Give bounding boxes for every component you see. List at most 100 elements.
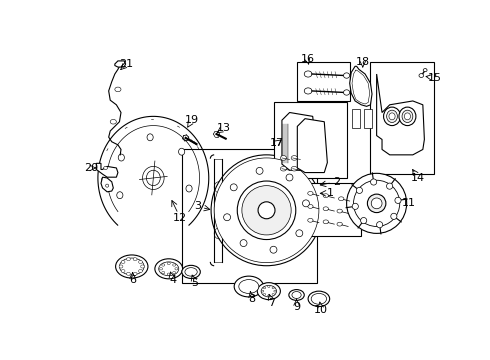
Ellipse shape [239,280,259,293]
Bar [274,103,347,178]
Ellipse shape [126,272,130,275]
Ellipse shape [280,156,287,160]
Bar [297,62,350,101]
Bar [301,183,361,236]
Ellipse shape [389,113,395,120]
Polygon shape [350,66,372,106]
Ellipse shape [117,192,123,199]
Ellipse shape [291,166,297,171]
Ellipse shape [223,214,231,221]
Bar [352,109,360,128]
Ellipse shape [240,240,247,247]
Ellipse shape [214,158,319,263]
Ellipse shape [311,293,326,304]
Ellipse shape [139,270,143,273]
Ellipse shape [256,167,263,174]
Text: 6: 6 [129,275,136,285]
Text: 2: 2 [333,177,340,187]
Ellipse shape [263,287,266,289]
Text: 17: 17 [270,138,284,148]
Ellipse shape [274,290,276,292]
Ellipse shape [263,293,266,295]
Text: 5: 5 [192,278,198,288]
Ellipse shape [308,192,313,195]
Ellipse shape [143,166,164,189]
Polygon shape [282,112,317,170]
Ellipse shape [167,262,171,265]
Text: 20: 20 [84,163,98,173]
Ellipse shape [211,155,322,266]
Ellipse shape [141,265,145,268]
Ellipse shape [399,107,416,126]
Ellipse shape [159,262,179,276]
Text: 14: 14 [411,173,425,183]
Text: 16: 16 [300,54,315,64]
Ellipse shape [356,187,363,193]
Ellipse shape [162,271,165,274]
Text: 8: 8 [248,294,255,304]
Ellipse shape [172,271,176,274]
Ellipse shape [308,204,313,208]
Ellipse shape [162,264,165,266]
Bar [370,62,434,174]
Ellipse shape [237,181,296,239]
Text: 1: 1 [327,188,334,198]
Ellipse shape [258,202,275,219]
Ellipse shape [121,270,125,273]
Ellipse shape [133,272,137,275]
Ellipse shape [391,213,397,219]
Ellipse shape [339,197,344,201]
Ellipse shape [126,258,130,261]
Polygon shape [377,74,424,155]
Text: 15: 15 [427,73,441,83]
Ellipse shape [118,154,124,161]
Bar [182,149,317,283]
Ellipse shape [120,258,144,275]
Ellipse shape [371,198,382,209]
Polygon shape [115,61,125,67]
Ellipse shape [182,265,200,278]
Ellipse shape [272,293,274,295]
Text: 13: 13 [217,123,231,133]
Ellipse shape [106,184,109,187]
Ellipse shape [323,194,328,198]
Ellipse shape [387,110,397,122]
Ellipse shape [304,88,312,94]
Ellipse shape [289,289,304,300]
Ellipse shape [292,292,301,298]
Ellipse shape [384,107,400,126]
Ellipse shape [119,265,123,268]
Ellipse shape [172,264,176,266]
Text: 21: 21 [120,59,133,69]
Ellipse shape [368,194,386,213]
Ellipse shape [370,179,377,185]
Ellipse shape [167,273,171,275]
Ellipse shape [337,209,343,213]
Ellipse shape [302,200,309,207]
Text: 18: 18 [356,57,370,67]
Ellipse shape [133,258,137,261]
Ellipse shape [423,69,427,72]
Text: 19: 19 [185,115,199,125]
Ellipse shape [257,283,280,300]
Ellipse shape [387,183,392,189]
Ellipse shape [280,166,287,171]
Ellipse shape [234,276,264,297]
Ellipse shape [323,207,328,211]
Text: 9: 9 [293,302,300,311]
Ellipse shape [115,87,121,92]
Ellipse shape [323,220,328,224]
Ellipse shape [286,174,293,181]
Ellipse shape [175,267,178,270]
Ellipse shape [304,71,312,77]
Ellipse shape [352,203,358,210]
Ellipse shape [262,290,264,292]
Ellipse shape [346,173,407,233]
Ellipse shape [296,230,303,237]
Ellipse shape [395,197,401,203]
Text: 11: 11 [402,198,416,208]
Ellipse shape [268,285,270,288]
Ellipse shape [404,113,411,120]
Ellipse shape [419,73,423,77]
Text: 12: 12 [173,213,187,223]
